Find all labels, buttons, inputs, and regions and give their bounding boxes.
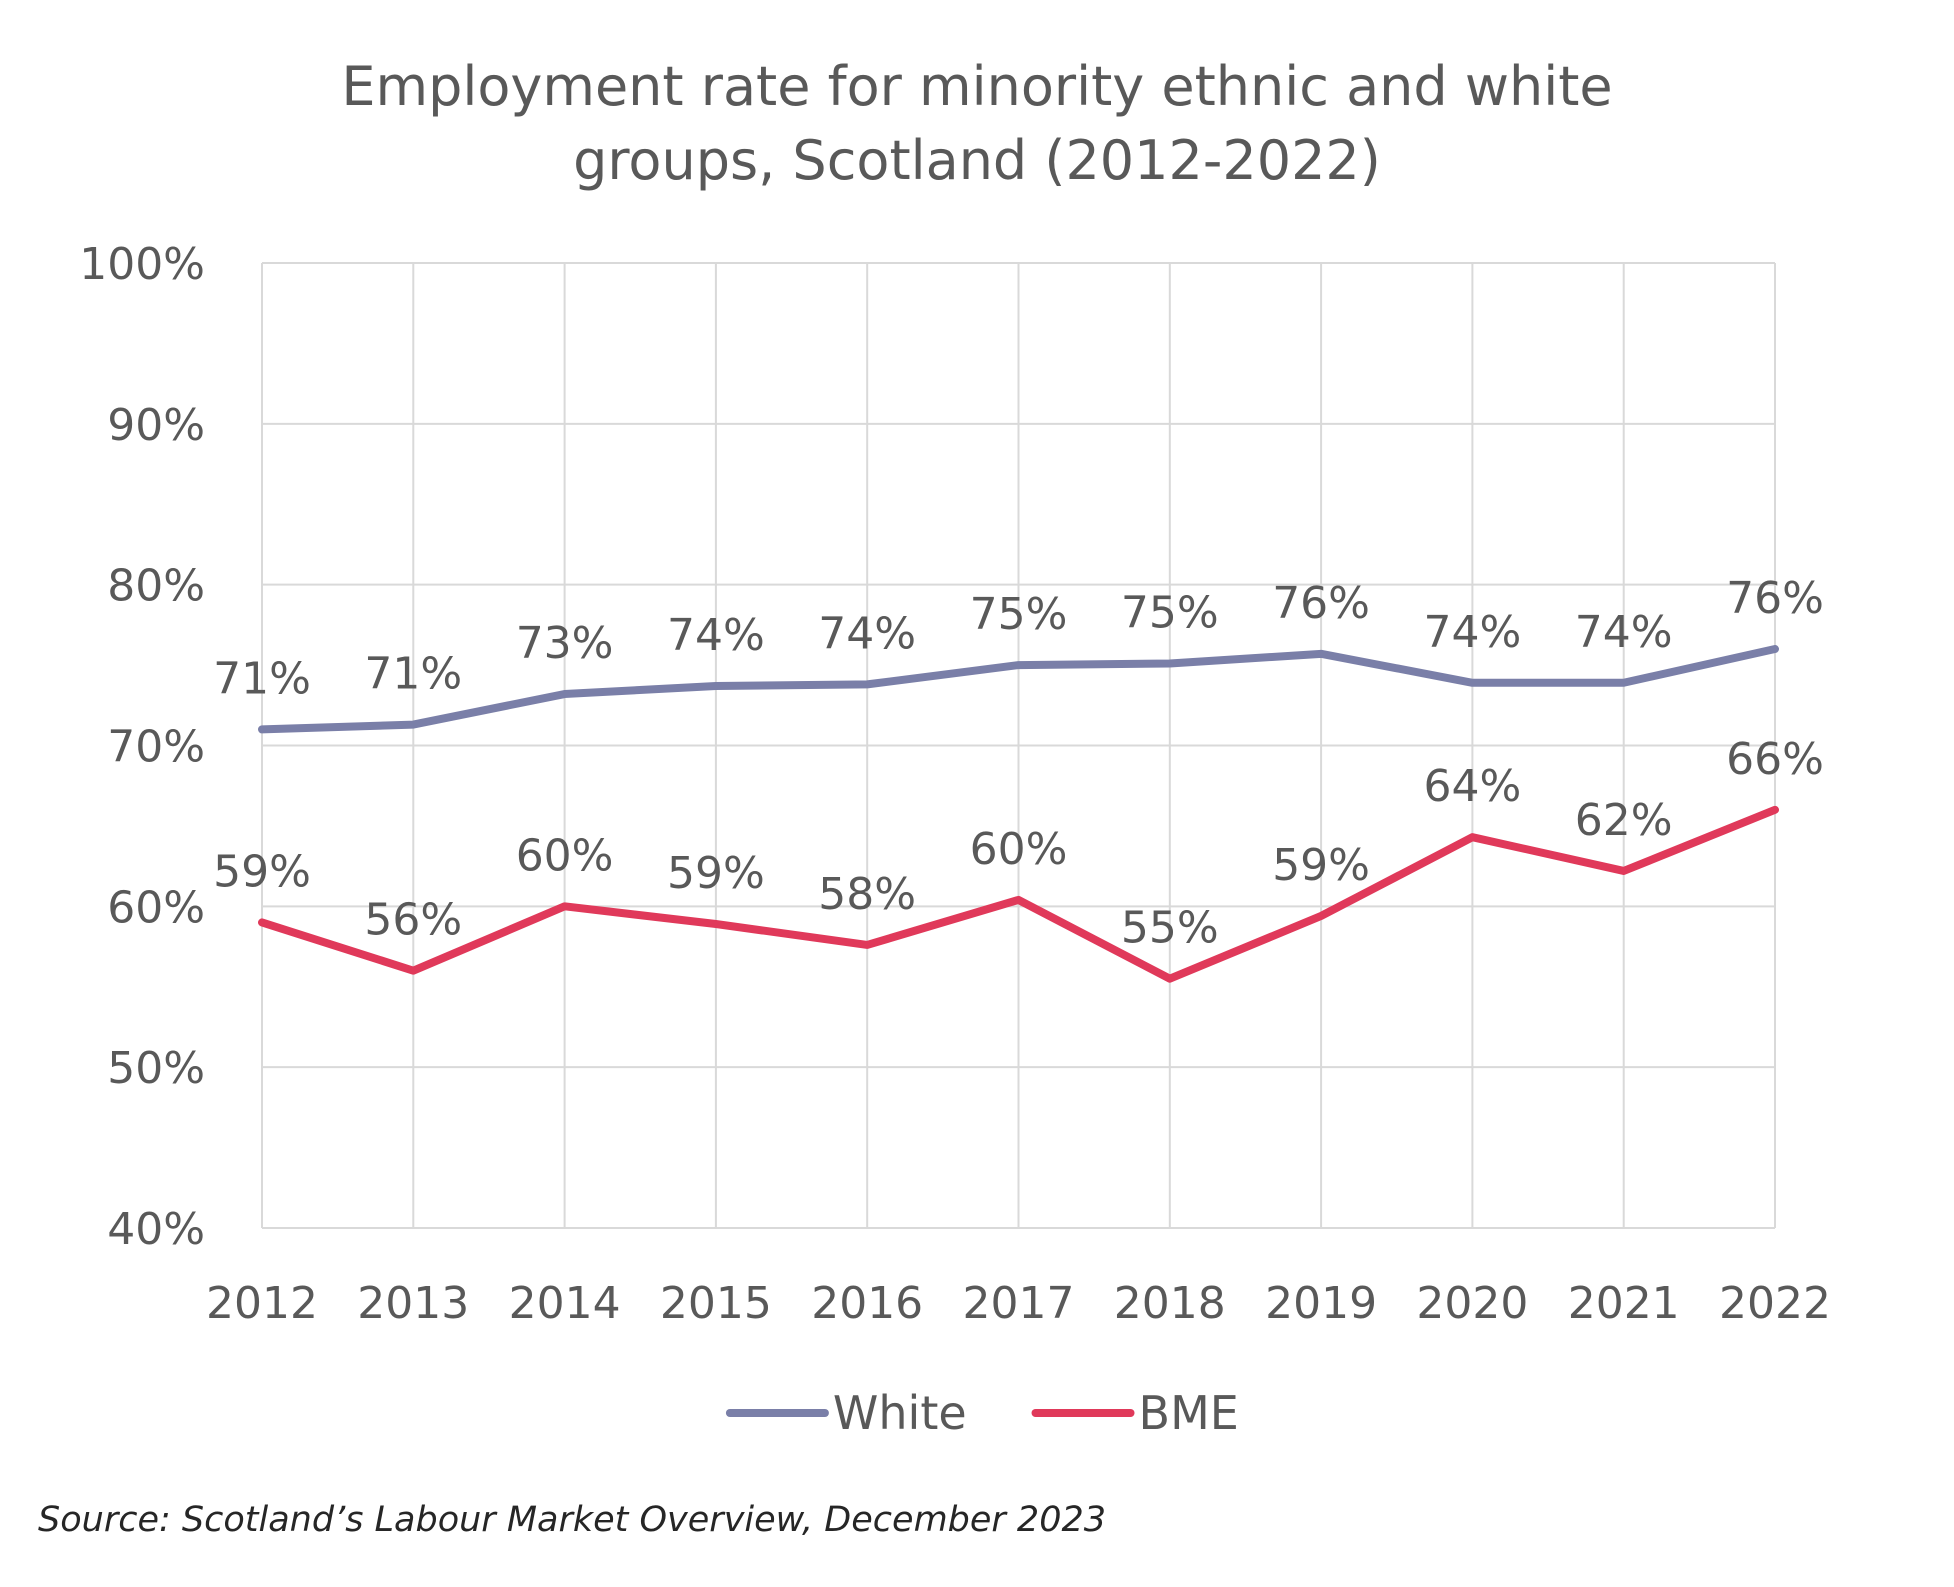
data-label-bme: 60%: [516, 830, 614, 881]
y-tick-label: 40%: [107, 1204, 205, 1255]
data-label-bme: 64%: [1424, 761, 1522, 812]
x-tick-label: 2022: [1719, 1278, 1831, 1329]
source-note: Source: Scotland’s Labour Market Overvie…: [38, 1500, 1106, 1540]
data-label-white: 76%: [1272, 578, 1370, 629]
data-label-white: 75%: [1121, 587, 1219, 638]
x-tick-label: 2021: [1568, 1278, 1680, 1329]
x-tick-label: 2018: [1114, 1278, 1226, 1329]
x-tick-label: 2014: [509, 1278, 621, 1329]
y-tick-label: 100%: [79, 239, 205, 290]
x-tick-label: 2012: [206, 1278, 318, 1329]
x-tick-label: 2017: [963, 1278, 1075, 1329]
data-label-bme: 62%: [1575, 795, 1673, 846]
data-label-white: 74%: [1575, 607, 1673, 658]
series-line-white: [258, 645, 1779, 734]
data-label-white: 76%: [1726, 573, 1824, 624]
data-label-bme: 58%: [818, 869, 916, 920]
data-label-bme: 60%: [970, 824, 1068, 875]
data-label-bme: 59%: [1272, 840, 1370, 891]
x-tick-label: 2016: [811, 1278, 923, 1329]
y-tick-label: 70%: [107, 722, 205, 773]
legend-label-bme: BME: [1139, 1386, 1239, 1440]
data-label-white: 74%: [1424, 607, 1522, 658]
chart-title-line-1: Employment rate for minority ethnic and …: [341, 55, 1613, 118]
data-label-white: 75%: [970, 589, 1068, 640]
x-tick-label: 2019: [1265, 1278, 1377, 1329]
data-label-bme: 59%: [213, 846, 311, 897]
data-label-white: 71%: [364, 649, 462, 700]
x-tick-label: 2020: [1416, 1278, 1528, 1329]
data-label-white: 74%: [818, 608, 916, 659]
data-label-bme: 56%: [364, 895, 462, 946]
data-label-white: 73%: [516, 618, 614, 669]
chart-title-line-2: groups, Scotland (2012-2022): [573, 129, 1381, 192]
data-label-bme: 55%: [1121, 903, 1219, 954]
data-label-bme: 59%: [667, 848, 765, 899]
data-label-white: 74%: [667, 610, 765, 661]
series-line-bme: [258, 805, 1779, 983]
legend-label-white: White: [833, 1386, 967, 1440]
x-tick-label: 2015: [660, 1278, 772, 1329]
x-tick-label: 2013: [357, 1278, 469, 1329]
chart-title: Employment rate for minority ethnic and …: [0, 50, 1954, 198]
y-tick-label: 80%: [107, 561, 205, 612]
data-label-bme: 66%: [1726, 734, 1824, 785]
y-tick-label: 60%: [107, 882, 205, 933]
y-tick-label: 50%: [107, 1043, 205, 1094]
y-tick-label: 90%: [107, 400, 205, 451]
data-label-white: 71%: [213, 653, 311, 704]
